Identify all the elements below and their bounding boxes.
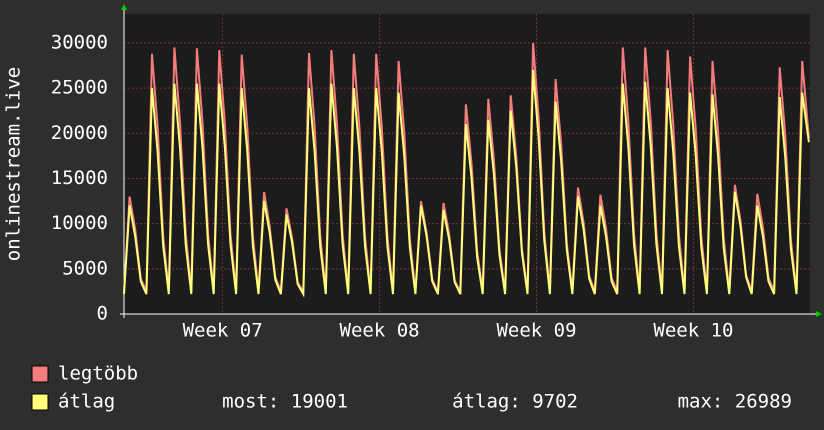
y-tick-label: 30000 — [51, 31, 108, 53]
stat-label: max: 26989 — [678, 391, 792, 413]
y-tick-label: 0 — [97, 303, 108, 325]
y-tick-label: 5000 — [62, 257, 108, 279]
x-tick-label: Week 08 — [340, 320, 420, 342]
legend-label: átlag — [58, 391, 115, 413]
series-line — [123, 69, 810, 298]
y-tick-label: 20000 — [51, 122, 108, 144]
x-tick-label: Week 10 — [653, 320, 733, 342]
y-axis-label: onlinestream.live — [3, 67, 25, 261]
y-tick-label: 15000 — [51, 167, 108, 189]
legend-swatch — [31, 393, 49, 411]
x-tick-label: Week 07 — [183, 320, 263, 342]
y-tick-label: 25000 — [51, 77, 108, 99]
legend-swatch — [31, 365, 49, 383]
stat-label: átlag: 9702 — [452, 391, 578, 413]
legend-label: legtöbb — [58, 363, 138, 385]
stat-label: most: 19001 — [222, 391, 348, 413]
y-axis-arrow — [121, 4, 127, 10]
y-tick-label: 10000 — [51, 212, 108, 234]
x-axis-arrow — [816, 311, 822, 317]
x-tick-label: Week 09 — [496, 320, 576, 342]
